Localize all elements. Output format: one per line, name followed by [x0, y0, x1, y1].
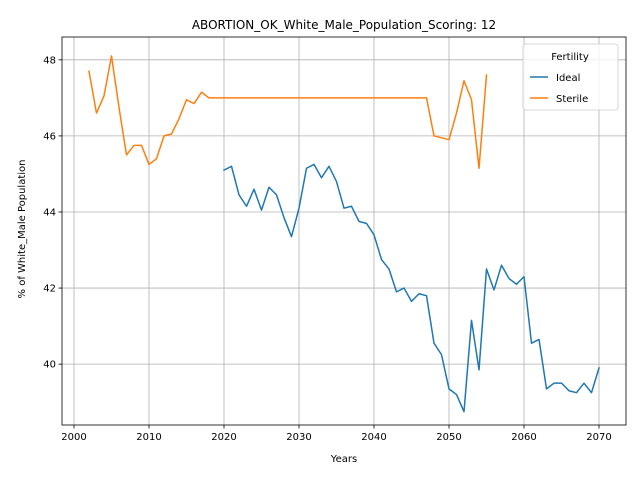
x-tick-label: 2040 — [361, 432, 386, 443]
legend-box — [522, 43, 619, 111]
x-tick-label: 2070 — [586, 432, 611, 443]
y-tick-label: 40 — [43, 360, 56, 371]
y-tick-label: 46 — [43, 131, 56, 142]
x-tick-label: 2030 — [286, 432, 311, 443]
y-axis-label: % of White_Male Population — [17, 160, 28, 299]
chart-title: ABORTION_OK_White_Male_Population_Scorin… — [192, 18, 496, 32]
x-tick-label: 2020 — [211, 432, 236, 443]
legend-title: Fertility — [551, 52, 589, 63]
x-tick-label: 2050 — [436, 432, 461, 443]
x-axis-label: Years — [330, 454, 357, 465]
y-tick-label: 48 — [43, 55, 56, 66]
legend: Fertility Ideal Sterile — [522, 43, 619, 111]
x-tick-label: 2000 — [61, 432, 86, 443]
legend-label-sterile: Sterile — [556, 94, 588, 105]
series-line-ideal — [222, 163, 600, 413]
series-lines — [88, 55, 600, 413]
series-line-sterile — [88, 55, 488, 169]
x-tick-label: 2060 — [511, 432, 536, 443]
y-tick-label: 42 — [43, 284, 56, 295]
x-tick-label: 2010 — [136, 432, 161, 443]
y-tick-label: 44 — [43, 207, 56, 218]
plot-area-frame — [61, 36, 627, 426]
axis-ticks: 2000 2010 2020 2030 2040 2050 2060 2070 40 42 44 46… — [43, 55, 611, 443]
legend-label-ideal: Ideal — [556, 73, 580, 84]
